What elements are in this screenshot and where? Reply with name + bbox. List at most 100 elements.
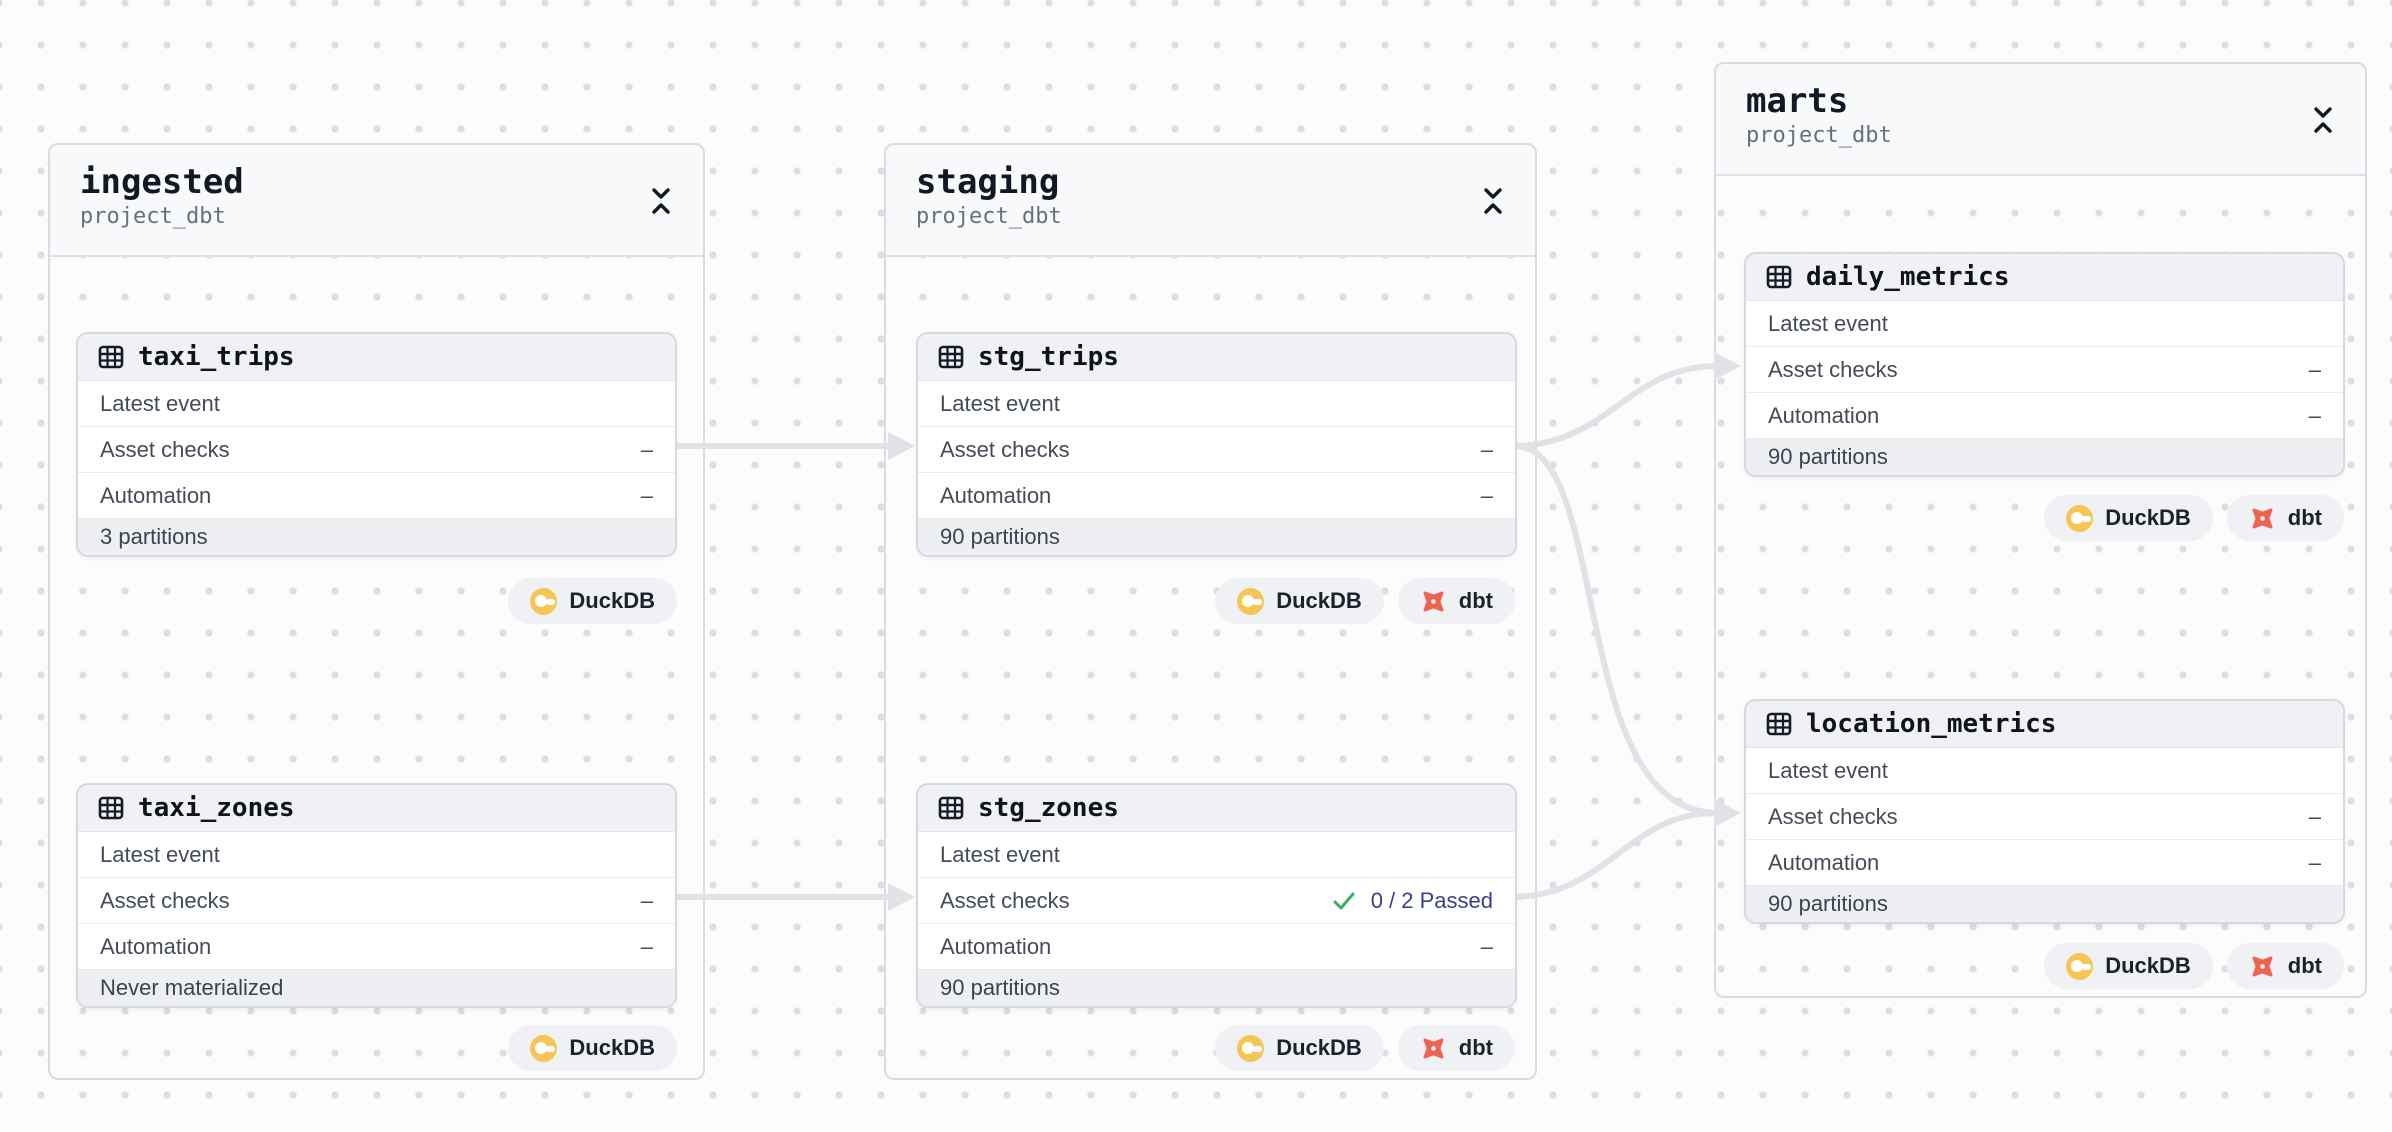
dbt-badge[interactable]: dbt xyxy=(2226,495,2344,541)
asset-row-asset-checks: Asset checks – xyxy=(1746,347,2343,393)
asset-kind-badges: DuckDB xyxy=(76,578,677,624)
row-label: Automation xyxy=(100,933,212,959)
row-value: – xyxy=(2308,356,2321,382)
checks-passed-text: 0 / 2 Passed xyxy=(1370,887,1493,913)
asset-name: stg_trips xyxy=(978,342,1119,372)
asset-row-asset-checks: Asset checks – xyxy=(78,427,675,473)
asset-card-daily_metrics[interactable]: daily_metrics Latest event Asset checks … xyxy=(1744,252,2345,477)
duckdb-icon xyxy=(2066,504,2094,532)
asset-card-header[interactable]: taxi_trips xyxy=(78,334,675,381)
duckdb-badge[interactable]: DuckDB xyxy=(508,578,677,624)
asset-row-latest-event: Latest event xyxy=(1746,301,2343,347)
badge-label: dbt xyxy=(1458,588,1493,613)
edge-stg_trips-daily_metrics xyxy=(1514,363,1721,449)
row-value: – xyxy=(640,933,653,959)
asset-partitions-footer: 90 partitions xyxy=(918,970,1515,1006)
asset-row-automation: Automation – xyxy=(78,924,675,970)
asset-card-stg_zones[interactable]: stg_zones Latest event Asset checks 0 / … xyxy=(916,783,1517,1008)
group-subtitle: project_dbt xyxy=(916,204,1062,230)
badge-label: DuckDB xyxy=(2105,953,2191,978)
asset-card-header[interactable]: stg_zones xyxy=(918,785,1515,832)
duckdb-badge[interactable]: DuckDB xyxy=(1215,578,1384,624)
group-subtitle: project_dbt xyxy=(1746,123,1892,149)
dbt-icon xyxy=(2252,956,2273,976)
asset-checks-status[interactable]: 0 / 2 Passed xyxy=(1331,888,1493,914)
badge-label: dbt xyxy=(2287,953,2322,978)
dbt-badge[interactable]: dbt xyxy=(1397,1025,1515,1071)
dbt-badge[interactable]: dbt xyxy=(2226,943,2344,989)
asset-partitions-footer: 3 partitions xyxy=(78,519,675,555)
asset-card-header[interactable]: location_metrics xyxy=(1746,701,2343,748)
asset-group-staging: staging project_dbt xyxy=(884,143,1537,1080)
table-icon xyxy=(938,345,964,369)
group-title: marts xyxy=(1746,81,1849,121)
duckdb-badge[interactable]: DuckDB xyxy=(2044,495,2213,541)
row-value: – xyxy=(1480,933,1493,959)
row-label: Latest event xyxy=(100,390,220,416)
arrowhead-icon xyxy=(1714,352,1741,380)
asset-kind-badges: DuckDB xyxy=(76,1025,677,1071)
collapse-icon xyxy=(652,188,670,214)
edge-stg_zones-location_metrics xyxy=(1514,810,1719,900)
duckdb-badge[interactable]: DuckDB xyxy=(1215,1025,1384,1071)
row-value: – xyxy=(640,482,653,508)
group-header-staging: staging project_dbt xyxy=(886,145,1535,257)
asset-row-asset-checks: Asset checks – xyxy=(78,878,675,924)
asset-partitions-footer: 90 partitions xyxy=(1746,886,2343,922)
partitions-text: 90 partitions xyxy=(940,975,1060,1000)
row-label: Automation xyxy=(1768,849,1880,875)
partitions-text: 3 partitions xyxy=(100,524,208,549)
dbt-icon xyxy=(2252,508,2273,528)
row-label: Asset checks xyxy=(940,436,1070,462)
asset-card-taxi_zones[interactable]: taxi_zones Latest event Asset checks – A… xyxy=(76,783,677,1008)
asset-row-latest-event: Latest event xyxy=(78,381,675,427)
row-label: Latest event xyxy=(100,841,220,867)
dbt-icon xyxy=(1423,1038,1444,1058)
table-icon xyxy=(1766,712,1792,736)
group-title: staging xyxy=(916,162,1060,202)
asset-row-asset-checks: Asset checks 0 / 2 Passed xyxy=(918,878,1515,924)
asset-card-stg_trips[interactable]: stg_trips Latest event Asset checks – Au… xyxy=(916,332,1517,557)
duckdb-badge[interactable]: DuckDB xyxy=(2044,943,2213,989)
badge-label: DuckDB xyxy=(1276,1035,1362,1060)
partitions-text: 90 partitions xyxy=(940,524,1060,549)
row-value: – xyxy=(640,436,653,462)
arrowhead-icon xyxy=(888,432,915,460)
collapse-group-button[interactable] xyxy=(645,181,677,221)
badge-label: dbt xyxy=(2287,505,2322,530)
asset-card-header[interactable]: taxi_zones xyxy=(78,785,675,832)
arrowhead-icon xyxy=(888,883,915,911)
partitions-text: 90 partitions xyxy=(1768,444,1888,469)
row-label: Asset checks xyxy=(940,887,1070,913)
row-value: – xyxy=(640,887,653,913)
collapse-group-button[interactable] xyxy=(2307,100,2339,140)
collapse-icon xyxy=(2314,107,2332,133)
asset-materialization-footer: Never materialized xyxy=(78,970,675,1006)
group-header-marts: marts project_dbt xyxy=(1716,64,2365,176)
group-subtitle: project_dbt xyxy=(80,204,226,230)
collapse-icon xyxy=(1484,188,1502,214)
asset-card-location_metrics[interactable]: location_metrics Latest event Asset chec… xyxy=(1744,699,2345,924)
asset-row-asset-checks: Asset checks – xyxy=(1746,794,2343,840)
row-label: Automation xyxy=(940,482,1052,508)
asset-partitions-footer: 90 partitions xyxy=(1746,439,2343,475)
row-label: Asset checks xyxy=(1768,356,1898,382)
duckdb-badge[interactable]: DuckDB xyxy=(508,1025,677,1071)
asset-partitions-footer: 90 partitions xyxy=(918,519,1515,555)
arrowhead-icon xyxy=(1714,799,1741,827)
asset-card-header[interactable]: daily_metrics xyxy=(1746,254,2343,301)
asset-kind-badges: DuckDB dbt xyxy=(916,578,1515,624)
asset-card-header[interactable]: stg_trips xyxy=(918,334,1515,381)
dbt-badge[interactable]: dbt xyxy=(1397,578,1515,624)
collapse-group-button[interactable] xyxy=(1477,181,1509,221)
row-label: Latest event xyxy=(1768,310,1888,336)
row-label: Asset checks xyxy=(100,887,230,913)
duckdb-icon xyxy=(530,587,558,615)
row-value: – xyxy=(2308,849,2321,875)
asset-card-taxi_trips[interactable]: taxi_trips Latest event Asset checks – A… xyxy=(76,332,677,557)
asset-row-latest-event: Latest event xyxy=(1746,748,2343,794)
asset-row-automation: Automation – xyxy=(1746,393,2343,439)
duckdb-icon xyxy=(2066,952,2094,980)
partitions-text: 90 partitions xyxy=(1768,891,1888,916)
